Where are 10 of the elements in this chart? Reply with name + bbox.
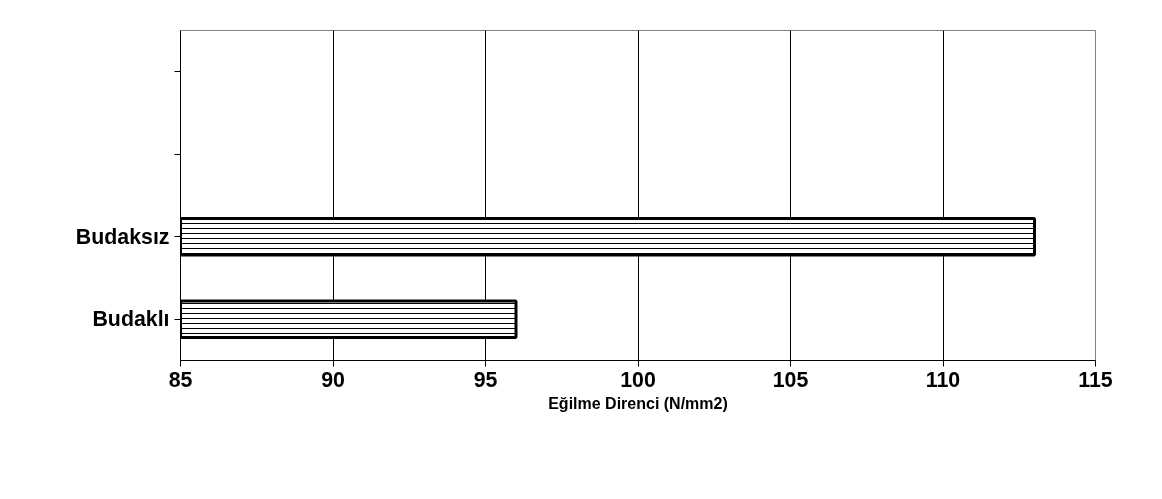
x-tick-label: 90 [321, 367, 345, 392]
x-tick-label: 95 [473, 367, 498, 392]
x-tick-label: 110 [925, 367, 961, 392]
y-tick-label: Budaksız [75, 224, 170, 249]
x-tick-label: 105 [772, 367, 809, 392]
x-tick-label: 100 [620, 367, 656, 392]
x-axis-title: Eğilme Direnci (N/mm2) [548, 394, 728, 412]
y-tick-label: Budaklı [92, 307, 170, 332]
x-tick-label: 115 [1078, 367, 1113, 392]
x-tick-label: 85 [168, 367, 193, 392]
